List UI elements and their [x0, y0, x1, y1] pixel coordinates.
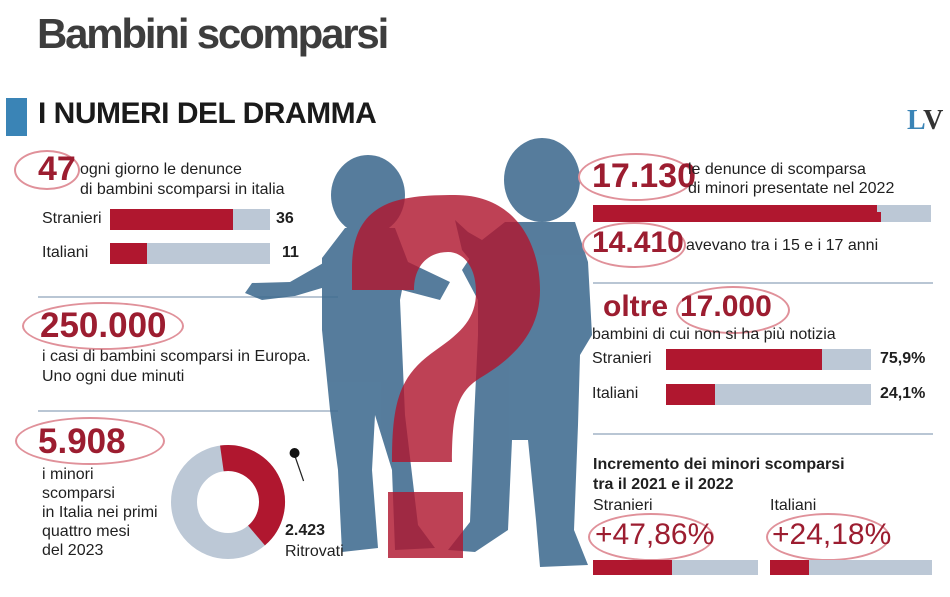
question-mark-icon	[352, 195, 540, 558]
bar-fill	[666, 384, 716, 405]
found-label: Ritrovati	[285, 543, 344, 560]
bar-track	[110, 209, 270, 230]
bar-end-marker	[871, 212, 882, 222]
bar-value: 24,1%	[880, 385, 926, 402]
bar-fill	[110, 243, 148, 264]
bar-track	[666, 384, 871, 405]
europe-text-2: Uno ogni due minuti	[42, 368, 185, 385]
bar-label: Stranieri	[593, 497, 653, 514]
donut-leader-line	[294, 454, 305, 482]
logo: LV	[907, 105, 943, 137]
increase-title-2: tra il 2021 e il 2022	[593, 476, 734, 493]
bar-fill	[770, 560, 810, 575]
daily-number: 47	[38, 150, 76, 188]
no-news-number: 17.000	[680, 290, 772, 323]
bar-label: Italiani	[592, 385, 639, 402]
reports-2022-number: 17.130	[592, 157, 696, 195]
highlight-ellipse	[15, 417, 165, 465]
logo-letter-v: V	[923, 105, 944, 136]
bar-track	[593, 560, 758, 575]
bar-value: +47,86%	[595, 518, 715, 551]
logo-letter-l: L	[907, 105, 924, 136]
bar-track	[666, 349, 871, 370]
bar-value: 36	[276, 210, 294, 227]
highlight-ellipse	[14, 150, 80, 190]
italy-2023-text-1: i minori	[42, 466, 94, 483]
divider-right-1	[593, 282, 933, 284]
italy-2023-text-4: quattro mesi	[42, 523, 131, 540]
bar-track	[110, 243, 270, 264]
no-news-prefix: oltre	[603, 290, 669, 323]
bar-fill	[666, 349, 822, 370]
donut-leader-dot	[289, 448, 300, 459]
donut-slice-found	[220, 445, 285, 546]
bar-label: Stranieri	[42, 210, 102, 227]
increase-title-1: Incremento dei minori scomparsi	[593, 456, 845, 473]
italy-2023-text-2: scomparsi	[42, 485, 115, 502]
bar-value: 75,9%	[880, 350, 926, 367]
highlight-ellipse	[582, 222, 686, 268]
highlight-ellipse	[578, 153, 694, 201]
divider-left-2	[38, 410, 338, 412]
bar-label: Italiani	[42, 244, 89, 261]
highlight-ellipse	[22, 302, 184, 350]
europe-number: 250.000	[40, 306, 167, 345]
teens-number: 14.410	[592, 226, 684, 259]
bar-track	[593, 205, 931, 222]
bar-fill	[593, 560, 672, 575]
no-news-text: bambini di cui non si ha più notizia	[592, 326, 836, 343]
found-donut-chart	[171, 445, 305, 559]
daily-text-2: di bambini scomparsi in italia	[80, 181, 285, 198]
highlight-ellipse	[676, 286, 790, 334]
italy-2023-text-3: in Italia nei primi	[42, 504, 158, 521]
europe-text-1: i casi di bambini scomparsi in Europa.	[42, 348, 311, 365]
found-value: 2.423	[285, 522, 326, 539]
reports-2022-text-2: di minori presentate nel 2022	[688, 180, 895, 197]
bar-value: 11	[282, 244, 299, 261]
daily-text-1: ogni giorno le denunce	[80, 161, 242, 178]
page-title: Bambini scomparsi	[37, 10, 389, 57]
divider-right-2	[593, 433, 933, 435]
section-title: I NUMERI DEL DRAMMA	[38, 97, 377, 130]
italy-2023-text-5: del 2023	[42, 542, 104, 559]
bar-fill	[110, 209, 233, 230]
teens-text: avevano tra i 15 e i 17 anni	[686, 237, 879, 254]
bar-track	[770, 560, 932, 575]
section-marker	[6, 98, 27, 136]
bar-label: Stranieri	[592, 350, 652, 367]
bar-value: +24,18%	[772, 518, 892, 551]
divider-left-1	[38, 296, 338, 298]
reports-2022-text-1: le denunce di scomparsa	[688, 161, 866, 178]
bar-label: Italiani	[770, 497, 817, 514]
bar-fill	[593, 205, 882, 222]
italy-2023-number: 5.908	[38, 422, 126, 461]
